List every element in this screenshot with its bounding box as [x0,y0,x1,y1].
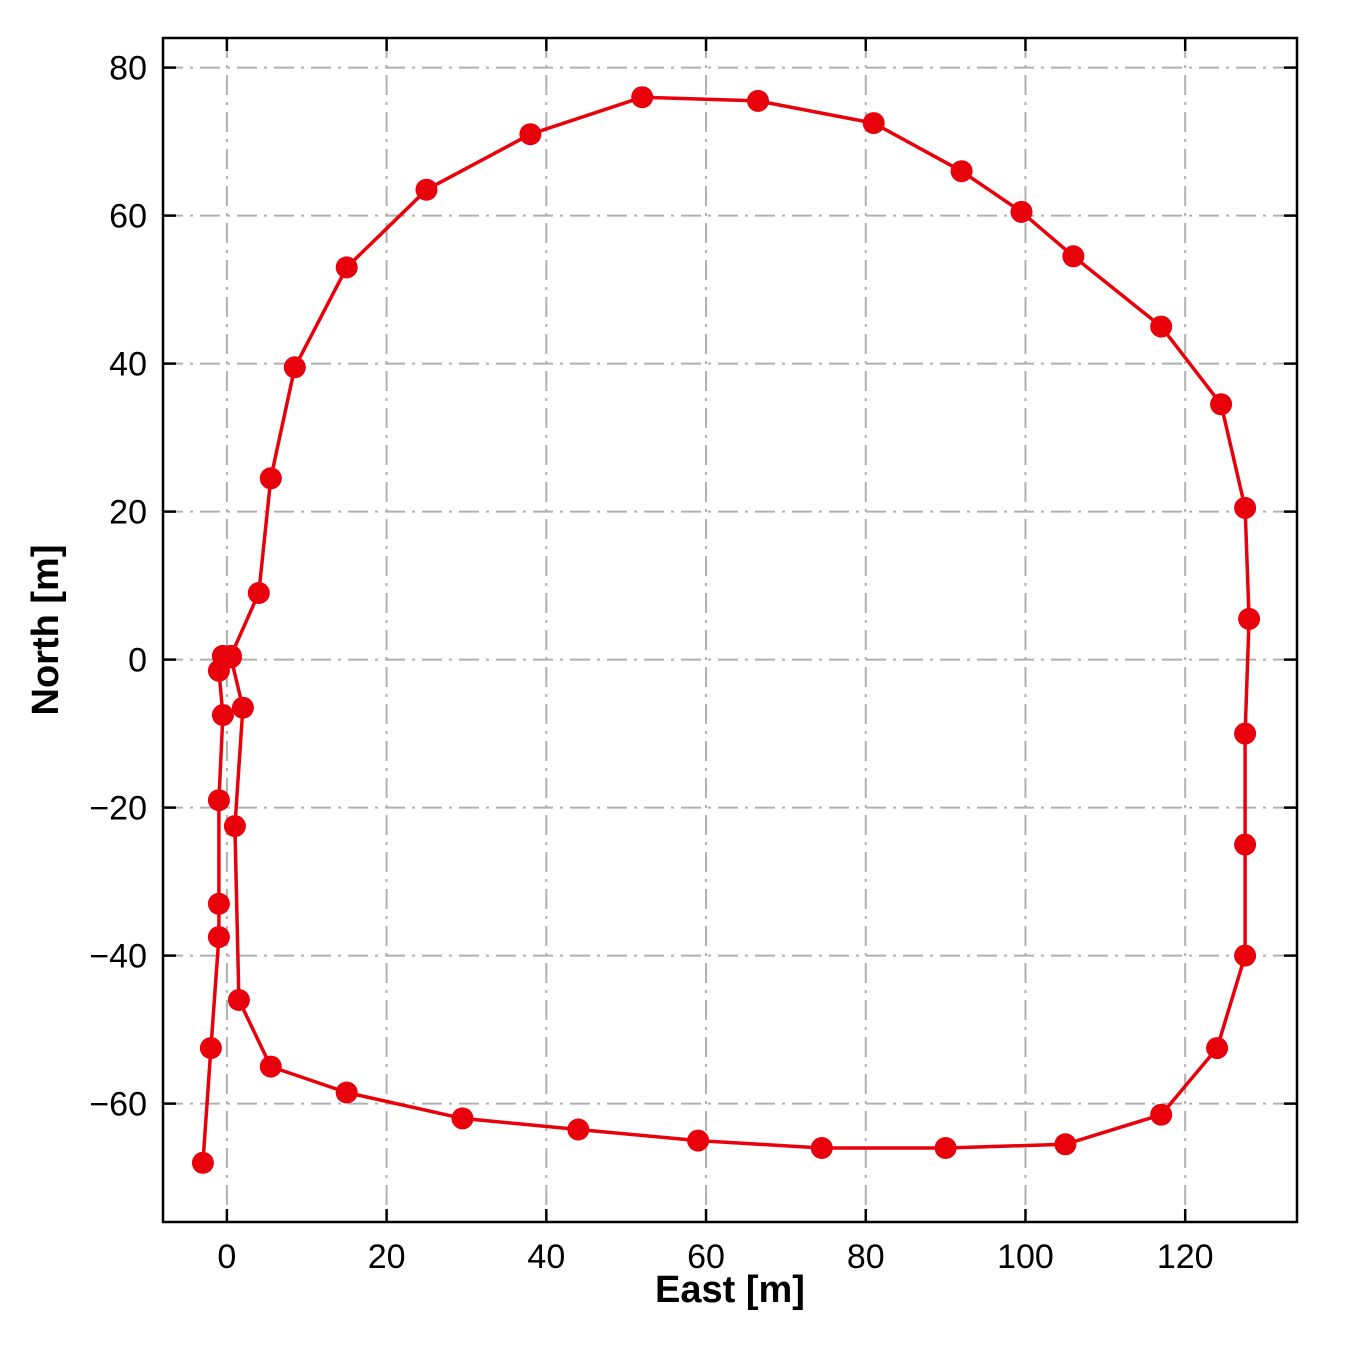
trajectory-marker [247,582,270,604]
trajectory-marker [631,86,654,109]
trajectory-line [201,95,1251,1163]
trajectory-marker [747,89,769,112]
trajectory-marker [862,112,885,135]
trajectory-marker [259,1055,282,1078]
trajectory-marker [335,1081,358,1104]
trajectory-marker [1206,1037,1229,1060]
trajectory-marker [567,1118,590,1141]
y-tick-label: 20 [109,494,147,532]
trajectory-marker [687,1129,710,1152]
axes-frame [161,36,1299,1224]
y-tick-label: −20 [89,790,147,828]
trajectory-marker [451,1107,474,1130]
trajectory-marker [227,989,250,1011]
trajectory-marker [1010,200,1033,223]
grid-lines [163,38,1297,1222]
y-tick-label: 60 [109,198,147,236]
trajectory-marker [810,1137,833,1159]
trajectory-marker [219,644,242,667]
y-tick-label: −40 [89,938,147,976]
trajectory-marker [1062,245,1085,268]
trajectory-marker [191,1151,214,1174]
trajectory-marker [415,178,438,201]
trajectory-marker [1234,496,1257,519]
trajectory-marker [1150,1103,1173,1126]
trajectory-marker [207,926,230,949]
trajectory-marker [1054,1133,1077,1156]
x-tick-label: 20 [368,1238,406,1276]
trajectory-marker [1234,833,1257,856]
trajectory-marker [934,1137,957,1159]
trajectory-marker [207,789,230,812]
tick-labels: 0 20 40 60 80 100 120 −60 −40 −20 0 20 40 60 80 [89,50,1213,1276]
trajectory-marker [1234,944,1257,967]
y-tick-label: 80 [109,50,147,88]
trajectory-marker [231,696,254,719]
trajectory-marker [259,467,282,490]
trajectory-marker [207,892,230,915]
x-tick-label: 80 [847,1238,885,1276]
trajectory-marker [199,1037,222,1060]
trajectory-marker [1210,393,1233,416]
trajectory-marker [335,256,358,279]
trajectory-marker [1238,607,1261,630]
trajectory-marker [950,160,973,183]
y-tick-label: −60 [89,1086,147,1124]
trajectory-marker [211,704,234,727]
y-tick-label: 40 [109,346,147,384]
trajectory-marker [519,123,542,146]
x-tick-label: 100 [997,1238,1054,1276]
x-axis-label: East [m] [655,1269,805,1311]
trajectory-marker [283,356,306,379]
x-tick-label: 0 [217,1238,236,1276]
trajectory-marker [223,815,246,838]
y-axis-label: North [m] [25,545,67,716]
plot-border [161,36,1299,1224]
trajectory-marker [1234,722,1257,745]
y-tick-label: 0 [128,642,147,680]
trajectory-marker [1150,315,1173,338]
x-tick-label: 120 [1157,1238,1214,1276]
x-tick-label: 40 [527,1238,565,1276]
x-tick-label: 60 [687,1238,725,1276]
trajectory-series [191,86,1261,1174]
